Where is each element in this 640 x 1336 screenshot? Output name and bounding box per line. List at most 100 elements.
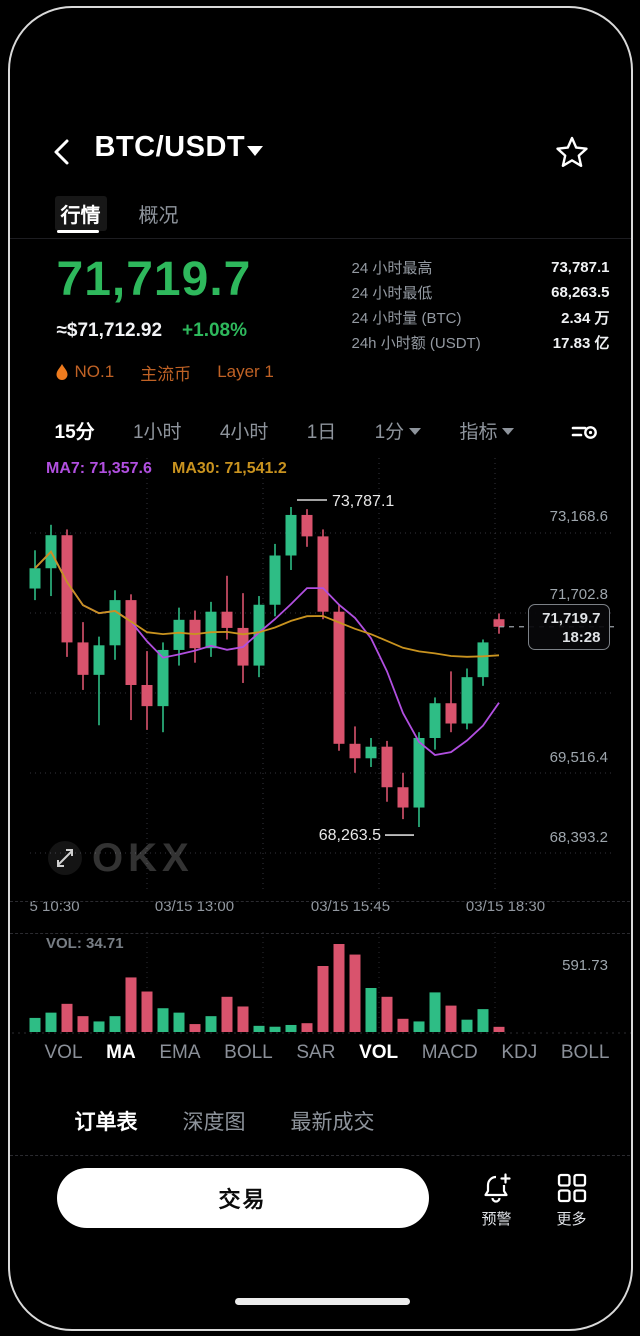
candle-body (461, 676, 472, 724)
volume-bar (301, 1022, 312, 1032)
back-button[interactable] (48, 136, 78, 168)
tag-主流币[interactable]: 主流币 (140, 360, 191, 385)
favorite-star-button[interactable] (552, 133, 592, 173)
volume-bar (189, 1023, 200, 1032)
last-price-box-time: 18:28 (562, 628, 601, 646)
candle-body (317, 535, 328, 612)
vol-axis-max-label: 591.73 (562, 957, 608, 974)
chart-settings-button[interactable] (568, 418, 600, 446)
bottom-tab-订单表[interactable]: 订单表 (74, 1110, 138, 1134)
stat-label: 24h 小时额 (USDT) (351, 334, 481, 352)
timeframe-指标[interactable]: 指标 (459, 417, 515, 444)
vol-current-label: VOL: 34.71 (46, 935, 124, 952)
indicator-EMA[interactable]: EMA (159, 1041, 201, 1063)
volume-bar (141, 991, 152, 1032)
timeframe-1小时[interactable]: 1小时 (133, 417, 182, 444)
candlestick-chart[interactable]: MA7: 71,357.6 MA30: 71,541.2 73,168.6 71,70… (8, 450, 633, 900)
last-price-box: 71,719.7 18:28 (527, 603, 610, 650)
candle-body (269, 554, 280, 605)
timeframe-4小时[interactable]: 4小时 (220, 417, 269, 444)
indicator-MACD[interactable]: MACD (421, 1041, 478, 1063)
indicator-VOL[interactable]: VOL (359, 1041, 399, 1063)
indicator-BOLL[interactable]: BOLL (224, 1041, 273, 1063)
chart-settings-icon (571, 425, 597, 439)
candle-body (381, 746, 392, 787)
header-tabs: 行情 概况 (54, 195, 179, 231)
pair-title[interactable]: BTC/USDT (94, 130, 246, 163)
indicator-tabs: VOL MA EMA BOLL SAR VOL MACD KDJ BOLL (45, 1042, 610, 1064)
volume-bar (253, 1025, 264, 1032)
home-indicator[interactable] (234, 1297, 410, 1305)
volume-bar (397, 1018, 408, 1032)
more-label: 更多 (556, 1210, 587, 1228)
stat-value: 2.34 万 (561, 309, 610, 327)
indicator-MA[interactable]: MA (106, 1041, 136, 1063)
candle-body (253, 604, 264, 666)
timeframe-label: 1分 (374, 421, 405, 443)
volume-bar (285, 1024, 296, 1032)
candle-body (141, 684, 152, 706)
timeframe-label: 15分 (54, 421, 95, 443)
stats-panel: 24 小时最高 73,787.1 24 小时最低 68,263.5 24 小时量 (BT… (352, 255, 610, 355)
volume-chart[interactable]: VOL: 34.71 591.73 (8, 928, 633, 1036)
pair-dropdown-caret-icon[interactable] (246, 145, 263, 156)
candle-body (109, 599, 120, 645)
timeframe-1日[interactable]: 1日 (307, 417, 337, 444)
indicator-VOL[interactable]: VOL (44, 1041, 83, 1063)
phone-frame: BTC/USDT 行情 概况 71,719.7 ≈$71,712.92 +1.08%… (8, 6, 633, 1331)
token-tags: NO.1 主流币 Layer 1 (55, 360, 274, 385)
x-axis-label: 03/15 13:00 (154, 897, 235, 915)
x-axis-label: 03/15 15:45 (310, 897, 391, 915)
stat-value: 68,263.5 (551, 283, 610, 301)
xaxis-bottom-divider (10, 932, 631, 934)
timeframe-label: 1日 (306, 421, 337, 443)
volume-bar (109, 1015, 120, 1032)
volume-bar (205, 1015, 216, 1032)
tag-NO.1[interactable]: NO.1 (55, 362, 114, 382)
header-divider (10, 237, 631, 239)
x-axis-label: 5 10:30 (29, 897, 80, 915)
trade-button[interactable]: 交易 (56, 1167, 429, 1228)
more-button[interactable]: 更多 (537, 1172, 607, 1229)
alert-button[interactable]: 预警 (462, 1172, 532, 1229)
low-annotation: 68,263.5 (318, 827, 380, 844)
bottom-tab-深度图[interactable]: 深度图 (182, 1110, 246, 1134)
volume-bar (477, 1008, 488, 1032)
tab-行情[interactable]: 行情 (54, 195, 107, 231)
stat-row: 24 小时最低 68,263.5 (352, 280, 610, 305)
alert-label: 预警 (481, 1210, 512, 1228)
x-axis-label: 03/15 18:30 (465, 897, 546, 915)
tag-Layer 1[interactable]: Layer 1 (217, 362, 274, 382)
volume-bar (29, 1017, 40, 1032)
candle-body (365, 746, 376, 758)
price-usd-row: ≈$71,712.92 +1.08% (57, 320, 248, 342)
indicator-KDJ[interactable]: KDJ (501, 1041, 538, 1063)
volume-bar (93, 1020, 104, 1032)
volume-bar (429, 991, 440, 1032)
expand-chart-button[interactable]: OKX (47, 836, 194, 880)
bottom-tab-最新成交[interactable]: 最新成交 (290, 1110, 375, 1134)
y-axis-label: 68,393.2 (549, 829, 607, 846)
stat-value: 17.83 亿 (552, 334, 610, 352)
stat-row: 24 小时最高 73,787.1 (352, 255, 610, 280)
back-chevron-icon (54, 139, 68, 164)
candle-body (397, 786, 408, 808)
candle-body (29, 567, 40, 589)
y-axis-label: 71,702.8 (549, 586, 607, 603)
timeframe-15分[interactable]: 15分 (55, 417, 95, 444)
tab-概况[interactable]: 概况 (138, 204, 179, 227)
last-price-box-value: 71,719.7 (542, 609, 601, 627)
dropdown-caret-icon (502, 427, 515, 435)
ma7-legend: MA7: 71,357.6 (46, 460, 152, 477)
volume-bar (221, 996, 232, 1032)
volume-bar (365, 987, 376, 1032)
timeframe-1分[interactable]: 1分 (375, 417, 422, 444)
volume-bar (333, 943, 344, 1032)
bottom-tabs-divider (10, 1154, 631, 1156)
tag-label: 主流币 (140, 364, 192, 384)
volume-bar (349, 954, 360, 1032)
indicator-SAR[interactable]: SAR (296, 1041, 336, 1063)
candle-body (61, 534, 72, 642)
indicator-BOLL[interactable]: BOLL (560, 1041, 610, 1063)
candle-body (413, 737, 424, 808)
